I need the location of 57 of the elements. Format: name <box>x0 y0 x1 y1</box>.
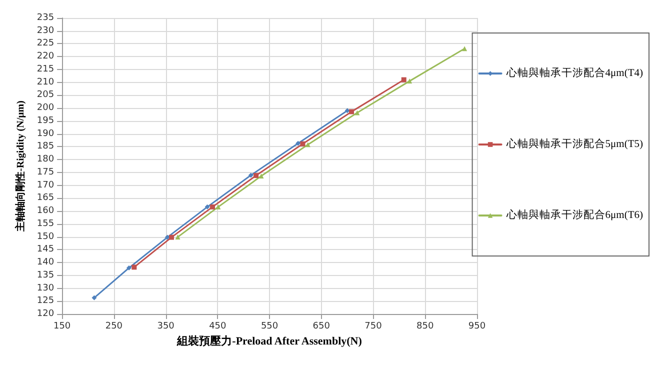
y-tick-label: 180 <box>36 154 54 165</box>
point <box>354 110 360 116</box>
y-tick-label: 160 <box>36 206 54 216</box>
point <box>210 204 215 210</box>
point <box>407 78 412 84</box>
point <box>296 140 301 146</box>
x-tick-label: 850 <box>416 322 434 332</box>
y-tick-label: 135 <box>36 270 54 280</box>
y-tick-label: 185 <box>36 142 54 152</box>
y-tick-label: 190 <box>36 128 54 139</box>
x-tick-label: 350 <box>157 322 175 332</box>
y-tick-label: 125 <box>36 296 54 306</box>
y-tick-label: 205 <box>36 90 54 100</box>
y-tick-label: 225 <box>36 38 54 49</box>
y-tick-label: 200 <box>36 103 54 114</box>
point <box>254 173 259 178</box>
y-tick-label: 145 <box>36 244 54 255</box>
legend-label: 心軸與軸承干涉配合6μm(T6) <box>505 208 644 221</box>
y-tick-label: 140 <box>36 258 54 268</box>
y-tick-label: 210 <box>36 77 54 88</box>
x-tick-label: 550 <box>260 322 278 332</box>
y-tick-label: 150 <box>36 232 54 242</box>
y-tick-label: 165 <box>36 193 54 204</box>
y-tick-label: 235 <box>36 13 54 23</box>
point <box>258 174 264 179</box>
y-tick-label: 175 <box>36 167 54 178</box>
point <box>401 77 406 82</box>
x-tick-label: 150 <box>53 322 71 332</box>
y-tick-label: 170 <box>36 180 54 190</box>
y-tick-label: 155 <box>36 218 54 229</box>
y-tick-label: 120 <box>36 309 54 319</box>
y-tick-label: 130 <box>36 283 54 294</box>
x-tick-label: 750 <box>364 322 382 332</box>
x-tick-label: 650 <box>312 322 330 332</box>
y-tick-label: 230 <box>36 26 54 36</box>
legend-label: 心軸與軸承干涉配合4μm(T4) <box>505 66 644 79</box>
point <box>175 234 180 240</box>
x-tick-label: 250 <box>105 322 123 332</box>
point <box>169 234 174 240</box>
point <box>305 142 310 148</box>
x-tick-label: 450 <box>209 322 227 332</box>
y-axis-title: 主軸軸向剛性-Rigidity (N/μm) <box>14 100 26 232</box>
point <box>348 109 354 114</box>
x-axis-title: 組裝預壓力-Preload After Assembly(N) <box>176 334 362 348</box>
point <box>248 172 254 178</box>
point <box>300 141 306 146</box>
point <box>132 264 137 270</box>
point <box>92 295 97 300</box>
point <box>462 46 468 52</box>
point <box>126 265 132 270</box>
y-tick-label: 215 <box>36 64 54 74</box>
y-tick-label: 220 <box>36 52 54 62</box>
x-tick-label: 950 <box>468 322 486 332</box>
legend-label: 心軸與軸承干涉配合5μm(T5) <box>505 137 644 150</box>
y-tick-label: 195 <box>36 116 54 126</box>
point <box>216 204 221 210</box>
point <box>204 204 210 210</box>
